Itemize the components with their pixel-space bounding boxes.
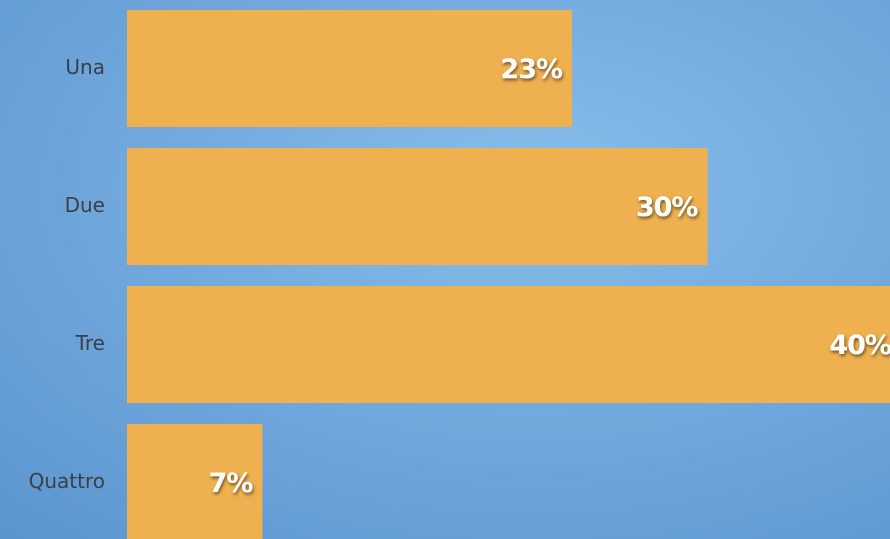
plot-area: Una 23% Due 30% Tre 40% Quattro 7% [29, 10, 890, 539]
category-label: Quattro [29, 469, 105, 493]
bar [127, 148, 708, 265]
category-label: Una [65, 55, 105, 79]
bar [127, 10, 573, 127]
category-label: Tre [75, 331, 105, 355]
category-label: Due [65, 193, 105, 217]
bar [127, 424, 263, 539]
value-label: 23% [500, 54, 563, 85]
value-label: 30% [636, 192, 699, 223]
bar [127, 286, 890, 403]
value-label: 40% [829, 330, 890, 361]
value-label: 7% [209, 468, 254, 499]
